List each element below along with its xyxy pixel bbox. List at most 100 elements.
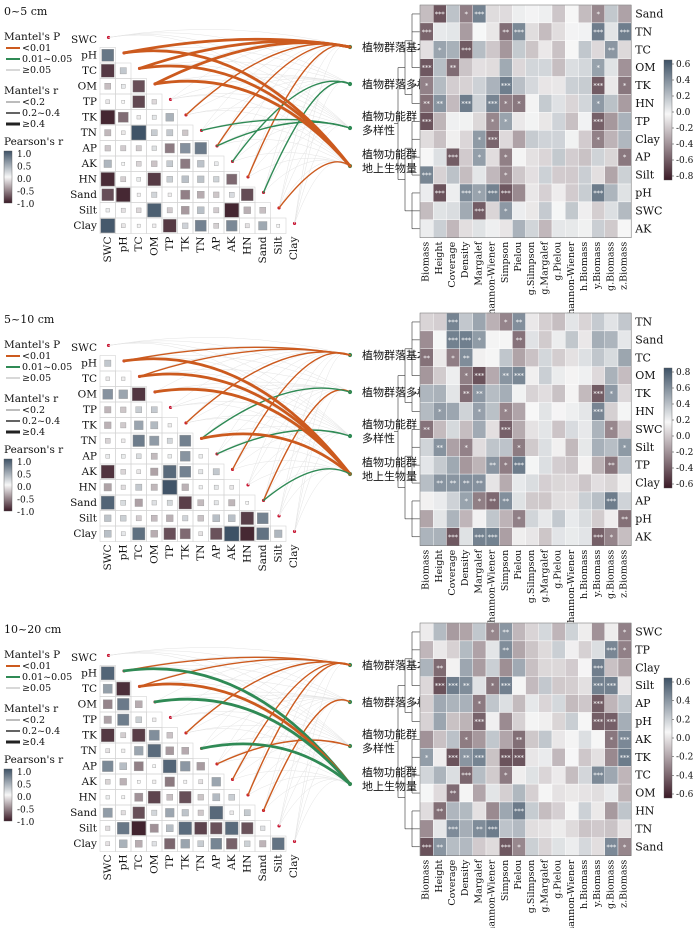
heatmap-col-label: y.Biomass <box>592 860 603 908</box>
triangle-col-label: Sand <box>257 544 269 571</box>
significance-mark: *** <box>593 390 604 398</box>
heatmap-cell <box>591 819 605 839</box>
heatmap-col-label: Shannon-Wiener <box>487 241 498 321</box>
heatmap-cell <box>433 76 447 95</box>
significance-mark: * <box>478 136 482 144</box>
heatmap-cell <box>446 165 460 185</box>
heatmap-cell <box>617 4 632 24</box>
pearson-tick: -0.5 <box>17 806 35 816</box>
heatmap-cell <box>565 730 579 749</box>
heatmap-cell <box>565 147 579 167</box>
heatmap-cell <box>565 819 579 839</box>
heatmap-cell <box>565 330 579 349</box>
pearson-tick: -1.0 <box>17 818 35 828</box>
heatmap-cell <box>617 348 632 367</box>
correlation-square <box>256 527 270 541</box>
heatmap-cell <box>538 837 553 856</box>
correlation-square <box>198 531 203 536</box>
heatmap-cell <box>551 384 566 403</box>
triangle-row-label: Sand <box>70 807 97 819</box>
correlation-square <box>101 728 115 742</box>
significance-mark: * <box>438 46 442 54</box>
correlation-square <box>213 191 220 198</box>
heatmap-col-label: h.Biomass <box>579 860 590 909</box>
significance-mark: *** <box>501 682 512 690</box>
correlation-square <box>213 484 219 490</box>
heatmap-cell <box>565 94 579 113</box>
heatmap-cell <box>565 766 579 785</box>
heatmap-cell <box>419 384 434 403</box>
heatmap-cell <box>578 22 592 41</box>
triangle-row-label: TP <box>83 714 97 726</box>
triangle-row-label: Sand <box>70 497 97 509</box>
significance-mark: * <box>610 736 614 744</box>
heatmap-cell <box>512 183 526 203</box>
heatmap-cell <box>485 330 500 349</box>
heatmap-cell <box>472 40 487 59</box>
correlation-square <box>132 527 146 541</box>
heatmap-row-label: Silt <box>635 441 655 454</box>
heatmap-cell <box>538 384 553 403</box>
heatmap-cell <box>446 402 460 421</box>
correlation-square <box>164 838 176 850</box>
correlation-square <box>150 483 158 491</box>
heatmap-col-label: Pielou <box>513 242 524 272</box>
mantel-link <box>247 44 351 178</box>
correlation-square <box>121 130 126 135</box>
correlation-square <box>120 207 126 213</box>
mantel-link <box>262 468 351 502</box>
heatmap-cell <box>499 801 513 821</box>
heatmap-cell <box>499 219 513 238</box>
heatmap-cell <box>538 147 553 167</box>
significance-mark: *** <box>448 825 459 833</box>
triangle-col-label: HN <box>242 545 254 563</box>
heatmap-cell <box>525 622 539 642</box>
heatmap-cell <box>446 22 460 41</box>
heatmap-cell <box>472 509 487 528</box>
correlation-square <box>228 514 236 522</box>
r-legend-label: 0.2~0.4 <box>22 726 60 737</box>
heatmap-cell <box>617 801 632 821</box>
heatmap-cell <box>525 112 539 131</box>
heatmap-col-label: g.Biomass <box>605 242 616 291</box>
heatmap-cell <box>538 22 553 41</box>
correlation-square <box>180 761 191 772</box>
heatmap-cell <box>565 219 579 238</box>
heatmap-col-label: Height <box>434 860 445 893</box>
heatmap-cell <box>538 819 553 839</box>
correlation-square <box>166 824 174 832</box>
correlation-square <box>224 203 239 218</box>
heatmap-cell <box>565 312 579 332</box>
heatmap-cell <box>485 76 500 95</box>
triangle-col-label: AK <box>226 544 238 561</box>
significance-mark: *** <box>607 718 618 726</box>
heatmap-cell <box>419 402 434 421</box>
heatmap-cell <box>419 438 434 457</box>
heatmap-cell <box>551 112 566 131</box>
pearson-tick: -1.0 <box>17 508 35 518</box>
p-legend-label: 0.01~0.05 <box>22 54 72 65</box>
mantel-p-title: Mantel's P <box>4 339 60 351</box>
heatmap-cell <box>472 438 487 457</box>
heatmap-cell <box>617 527 632 546</box>
heatmap-cell <box>604 330 619 349</box>
correlation-square <box>105 99 110 104</box>
heatmap-cell <box>551 801 566 821</box>
heatmap-cell <box>512 622 526 642</box>
heatmap-col-label: g.Silmpson <box>526 242 537 296</box>
heatmap-col-label: Biomass <box>421 860 432 900</box>
heatmap-cell <box>604 622 619 642</box>
heatmap-cell <box>512 819 526 839</box>
mantel-links <box>108 337 352 532</box>
heatmap-cell <box>604 766 619 785</box>
heatmap-cell <box>578 837 592 856</box>
heatmap-cell <box>551 201 566 220</box>
heatmap-cell <box>578 219 592 238</box>
correlation-square <box>240 526 255 541</box>
heatmap-col-label: g.Silmpson <box>526 550 537 604</box>
heatmap-cell <box>617 112 632 131</box>
diagonal-node <box>277 824 281 828</box>
mantel-legend: Mantel's P<0.010.01~0.05≥0.05 Mantel's r<… <box>3 339 72 518</box>
correlation-square <box>212 793 221 802</box>
colorbar-tick: 0.0 <box>676 108 691 118</box>
